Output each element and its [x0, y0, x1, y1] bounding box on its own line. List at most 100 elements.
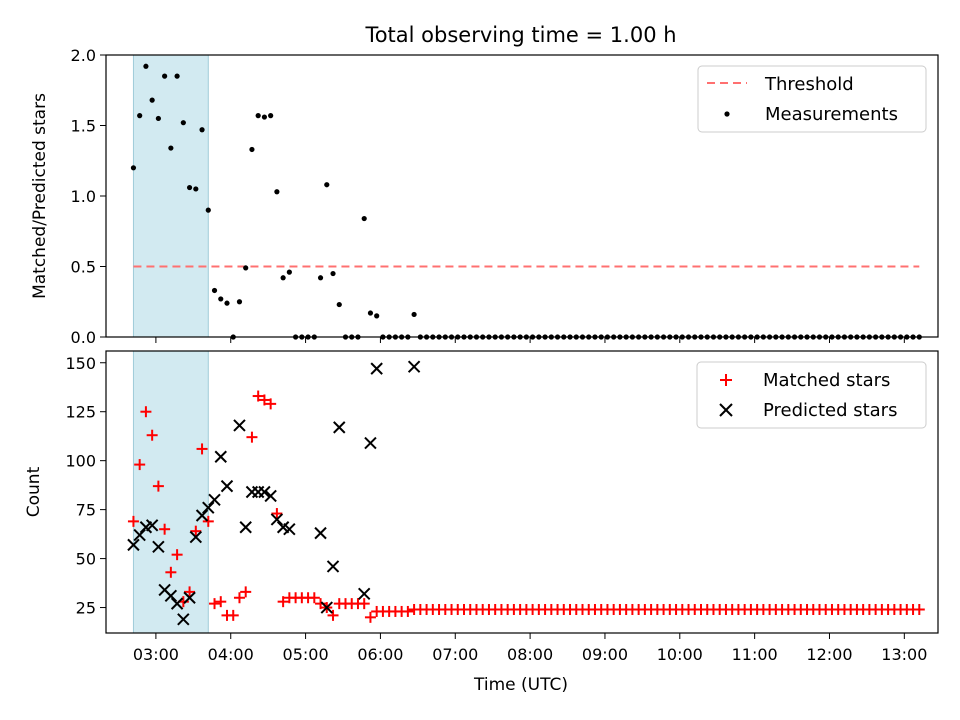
measurements-legend-swatch	[724, 111, 730, 117]
measurement-point	[180, 120, 186, 126]
predicted-legend-label: Predicted stars	[763, 400, 897, 421]
matched-star-point	[252, 390, 264, 402]
measurement-point	[280, 275, 286, 281]
measurement-point	[324, 182, 330, 188]
predicted-star-point	[170, 597, 184, 610]
matched-star-point	[402, 605, 414, 617]
matched-star-point	[134, 459, 146, 471]
bottom-plot-frame	[105, 350, 939, 634]
x-tick-label: 13:00	[881, 645, 927, 664]
x-tick-label: 05:00	[283, 645, 329, 664]
bottom-y-tick-label: 50	[76, 550, 96, 569]
measurement-point	[149, 97, 155, 103]
measurement-point	[143, 63, 149, 69]
x-tick-label: 06:00	[357, 645, 403, 664]
measurement-point	[137, 113, 143, 119]
predicted-star-point	[283, 523, 296, 536]
bottom-y-tick-label: 25	[76, 599, 96, 618]
x-tick-label: 03:00	[133, 645, 179, 664]
predicted-star-point	[251, 485, 265, 499]
predicted-star-point	[220, 479, 234, 493]
predicted-star-point	[364, 436, 377, 450]
top-y-tick-label: 0.0	[71, 328, 96, 347]
measurement-point	[243, 265, 249, 271]
matched-star-point	[364, 611, 376, 623]
matched-star-point	[202, 515, 214, 527]
x-tick-label: 08:00	[507, 645, 553, 664]
predicted-star-point	[127, 538, 140, 552]
matched-star-point	[146, 429, 158, 441]
top-y-tick-label: 1.5	[71, 117, 96, 136]
predicted-star-point	[145, 519, 159, 532]
measurement-point	[274, 189, 280, 195]
bottom-y-axis-label: Count	[24, 466, 44, 517]
matched-legend-swatch	[720, 374, 732, 386]
x-tick-label: 11:00	[732, 645, 778, 664]
threshold-legend-label: Threshold	[764, 74, 854, 95]
matched-star-point	[190, 525, 202, 537]
matched-star-point	[127, 515, 139, 527]
x-tick-label: 12:00	[806, 645, 852, 664]
predicted-star-point	[183, 591, 196, 604]
matched-star-point	[258, 394, 270, 406]
measurements-legend-label: Measurements	[765, 104, 898, 125]
predicted-star-point	[208, 493, 221, 507]
measurement-point	[193, 186, 199, 192]
matched-star-point	[271, 508, 283, 520]
matched-star-point	[358, 598, 370, 610]
measurement-point	[255, 113, 261, 119]
predicted-star-point	[314, 526, 327, 540]
predicted-star-point	[214, 450, 227, 463]
x-axis-label: Time (UTC)	[473, 675, 568, 695]
bottom-y-tick-label: 150	[65, 354, 96, 373]
bottom-y-tick-label: 75	[76, 501, 96, 520]
measurement-point	[174, 73, 180, 79]
measurement-point	[261, 114, 268, 120]
matched-star-point	[246, 431, 258, 443]
measurement-point	[236, 299, 243, 305]
x-tick-label: 09:00	[582, 645, 628, 664]
matched-star-point	[233, 592, 245, 604]
bottom-y-tick-label: 125	[65, 403, 96, 422]
observing-window-span	[132, 54, 209, 338]
bottom-legend: Matched stars Predicted stars	[696, 361, 927, 429]
predicted-star-point	[202, 501, 215, 514]
top-y-tick-label: 2.0	[71, 46, 96, 65]
top-y-tick-label: 0.5	[71, 258, 96, 277]
matched-legend-label: Matched stars	[763, 370, 890, 391]
predicted-star-point	[177, 613, 190, 626]
matched-star-point	[327, 609, 339, 621]
measurement-point	[199, 127, 205, 133]
measurement-point	[130, 165, 137, 171]
measurement-point	[367, 310, 374, 316]
x-tick-label: 10:00	[657, 645, 703, 664]
measurement-point	[218, 296, 224, 302]
top-legend-box	[697, 65, 927, 133]
measurement-point	[361, 215, 367, 222]
measurement-point	[411, 311, 417, 318]
top-plot-frame	[105, 54, 939, 338]
measurement-point	[286, 269, 292, 275]
predicted-legend-swatch	[719, 403, 733, 417]
observing-window-span	[132, 350, 209, 634]
matched-star-point	[209, 598, 221, 610]
measurement-point	[268, 113, 274, 119]
predicted-star-point	[270, 513, 284, 526]
matched-star-point	[215, 596, 227, 608]
predicted-star-point	[195, 509, 209, 522]
matched-star-point	[265, 398, 277, 410]
matched-star-point	[159, 523, 171, 535]
predicted-star-point	[133, 528, 146, 542]
matched-star-point	[165, 566, 177, 578]
matched-star-point	[913, 604, 925, 615]
predicted-star-point	[245, 485, 259, 499]
measurement-point	[249, 146, 255, 153]
measurement-point	[162, 73, 168, 79]
measurement-point	[186, 184, 193, 191]
top-y-axis-label: Matched/Predicted stars	[30, 93, 50, 299]
predicted-star-point	[258, 485, 271, 499]
predicted-star-point	[333, 421, 346, 434]
bottom-legend-box	[696, 361, 927, 429]
x-tick-label: 04:00	[208, 645, 254, 664]
